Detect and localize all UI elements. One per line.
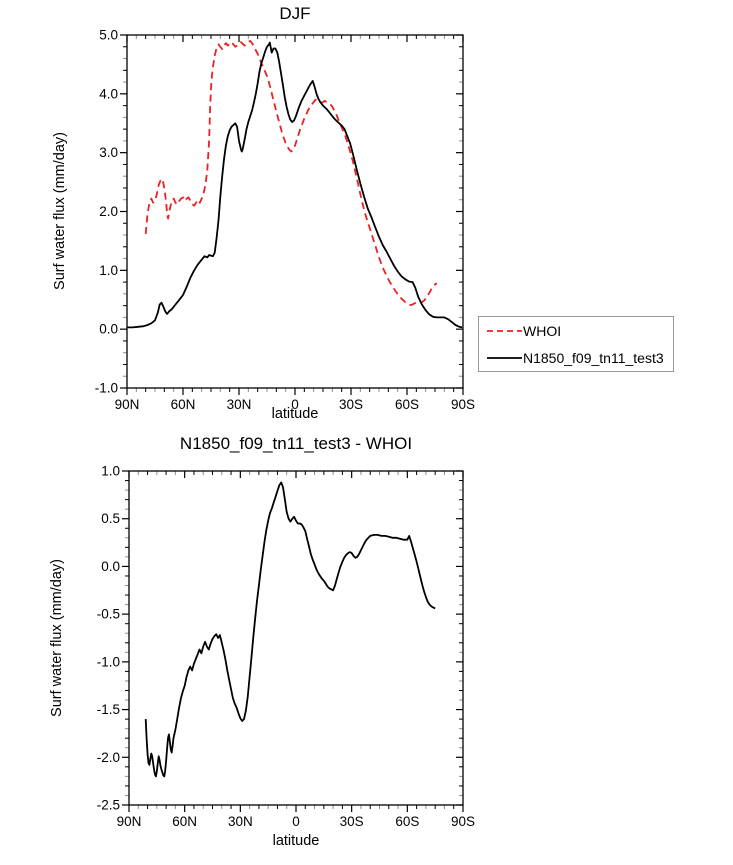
x-tick-label: 30N: [228, 814, 253, 829]
legend-entry-model: N1850_f09_tn11_test3: [479, 344, 673, 371]
y-tick-label: -1.5: [97, 702, 120, 717]
y-tick-label: -1.0: [95, 381, 118, 396]
x-tick-label: 60S: [395, 814, 419, 829]
y-tick-label: 0.5: [101, 511, 120, 526]
bottom-x-axis-title: latitude: [272, 833, 320, 849]
x-tick-label: 90N: [117, 814, 142, 829]
top-chart-title: DJF: [279, 4, 311, 23]
x-tick-label: 60N: [172, 814, 197, 829]
legend-line-dashed-icon: [487, 329, 522, 332]
x-tick-label: 0: [292, 814, 300, 829]
y-tick-label: -2.5: [97, 798, 120, 813]
plot-frame: [128, 470, 464, 806]
y-tick-label: -1.0: [97, 654, 120, 669]
y-tick-label: -0.5: [97, 607, 120, 622]
bottom-chart-title: N1850_f09_tn11_test3 - WHOI: [179, 434, 413, 453]
x-tick-label: 0: [291, 397, 299, 412]
x-tick-label: 30S: [340, 814, 364, 829]
legend-label-model: N1850_f09_tn11_test3: [523, 349, 664, 366]
series-line: [144, 40, 438, 306]
x-tick-label: 30N: [227, 397, 252, 412]
top-x-axis-title: latitude: [271, 406, 319, 422]
y-tick-label: 1.0: [99, 263, 118, 278]
legend-label-whoi: WHOI: [523, 322, 562, 339]
y-tick-label: -2.0: [97, 750, 120, 765]
x-tick-label: 60N: [171, 397, 196, 412]
y-tick-label: 2.0: [99, 204, 118, 219]
x-tick-label: 30S: [339, 397, 363, 412]
series-line: [144, 481, 436, 778]
top-y-axis-title: Surf water flux (mm/day): [52, 132, 68, 290]
y-tick-label: 1.0: [101, 464, 120, 479]
x-tick-label: 90S: [451, 397, 475, 412]
plot-frame: [126, 34, 464, 389]
legend: WHOI N1850_f09_tn11_test3: [478, 316, 674, 372]
series-line: [127, 41, 463, 329]
x-tick-label: 90S: [451, 814, 475, 829]
bottom-y-axis-title: Surf water flux (mm/day): [49, 559, 65, 717]
y-tick-label: 3.0: [99, 145, 118, 160]
x-tick-label: 90N: [115, 397, 140, 412]
x-tick-label: 60S: [395, 397, 419, 412]
y-tick-label: 5.0: [99, 28, 118, 43]
legend-entry-whoi: WHOI: [479, 317, 673, 344]
y-tick-label: 4.0: [99, 86, 118, 101]
y-tick-label: 0.0: [101, 559, 120, 574]
legend-line-solid-icon: [487, 356, 522, 359]
y-tick-label: 0.0: [99, 322, 118, 337]
